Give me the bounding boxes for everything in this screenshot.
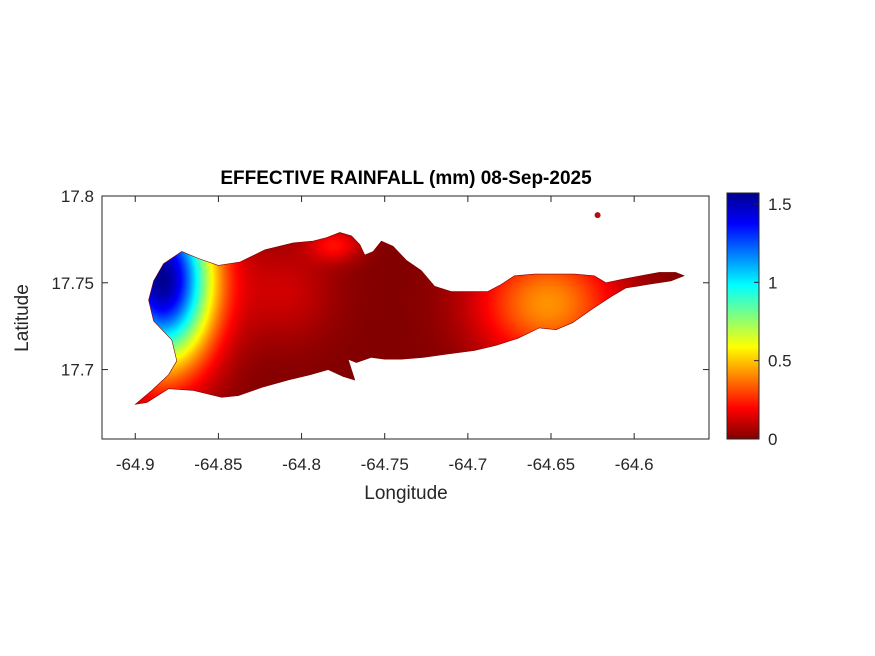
island-outline <box>134 232 685 405</box>
colorbar-ticks: 0 0.5 1 1.5 <box>754 195 792 449</box>
colorbar <box>726 192 760 440</box>
x-tick-label: -64.7 <box>448 455 487 474</box>
y-axis-label: Latitude <box>12 284 33 352</box>
x-axis-label: Longitude <box>364 483 447 504</box>
islet <box>594 212 601 219</box>
chart-title: EFFECTIVE RAINFALL (mm) 08-Sep-2025 <box>220 168 592 189</box>
colorbar-tick-label: 1 <box>768 273 777 292</box>
y-tick-label: 17.8 <box>61 187 94 206</box>
x-tick-label: -64.8 <box>282 455 321 474</box>
plot-axes-box <box>101 195 710 440</box>
colorbar-tick-label: 0 <box>768 430 777 449</box>
y-tick-label: 17.75 <box>51 274 94 293</box>
rainfall-field <box>135 232 685 405</box>
colorbar-tick-label: 0.5 <box>768 352 792 371</box>
x-tick-label: -64.6 <box>615 455 654 474</box>
x-tick-label: -64.85 <box>194 455 242 474</box>
y-axis-ticks: 17.7 17.75 17.8 <box>51 187 709 380</box>
x-tick-label: -64.75 <box>361 455 409 474</box>
x-tick-label: -64.65 <box>527 455 575 474</box>
y-tick-label: 17.7 <box>61 361 94 380</box>
colorbar-tick-label: 1.5 <box>768 195 792 214</box>
x-tick-label: -64.9 <box>116 455 155 474</box>
rainfall-heatmap <box>135 232 685 405</box>
x-axis-ticks: -64.9 -64.85 -64.8 -64.75 -64.7 -64.65 -64.6 <box>116 196 654 474</box>
